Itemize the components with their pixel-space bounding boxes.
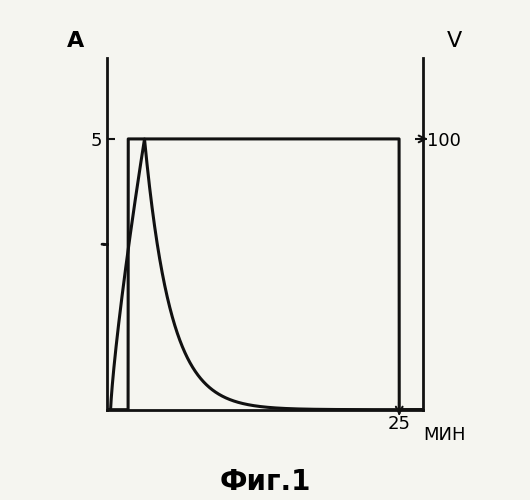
Text: А: А [67,30,84,50]
Text: V: V [446,30,462,50]
Text: МИН: МИН [423,426,466,444]
Text: Фиг.1: Фиг.1 [219,468,311,496]
